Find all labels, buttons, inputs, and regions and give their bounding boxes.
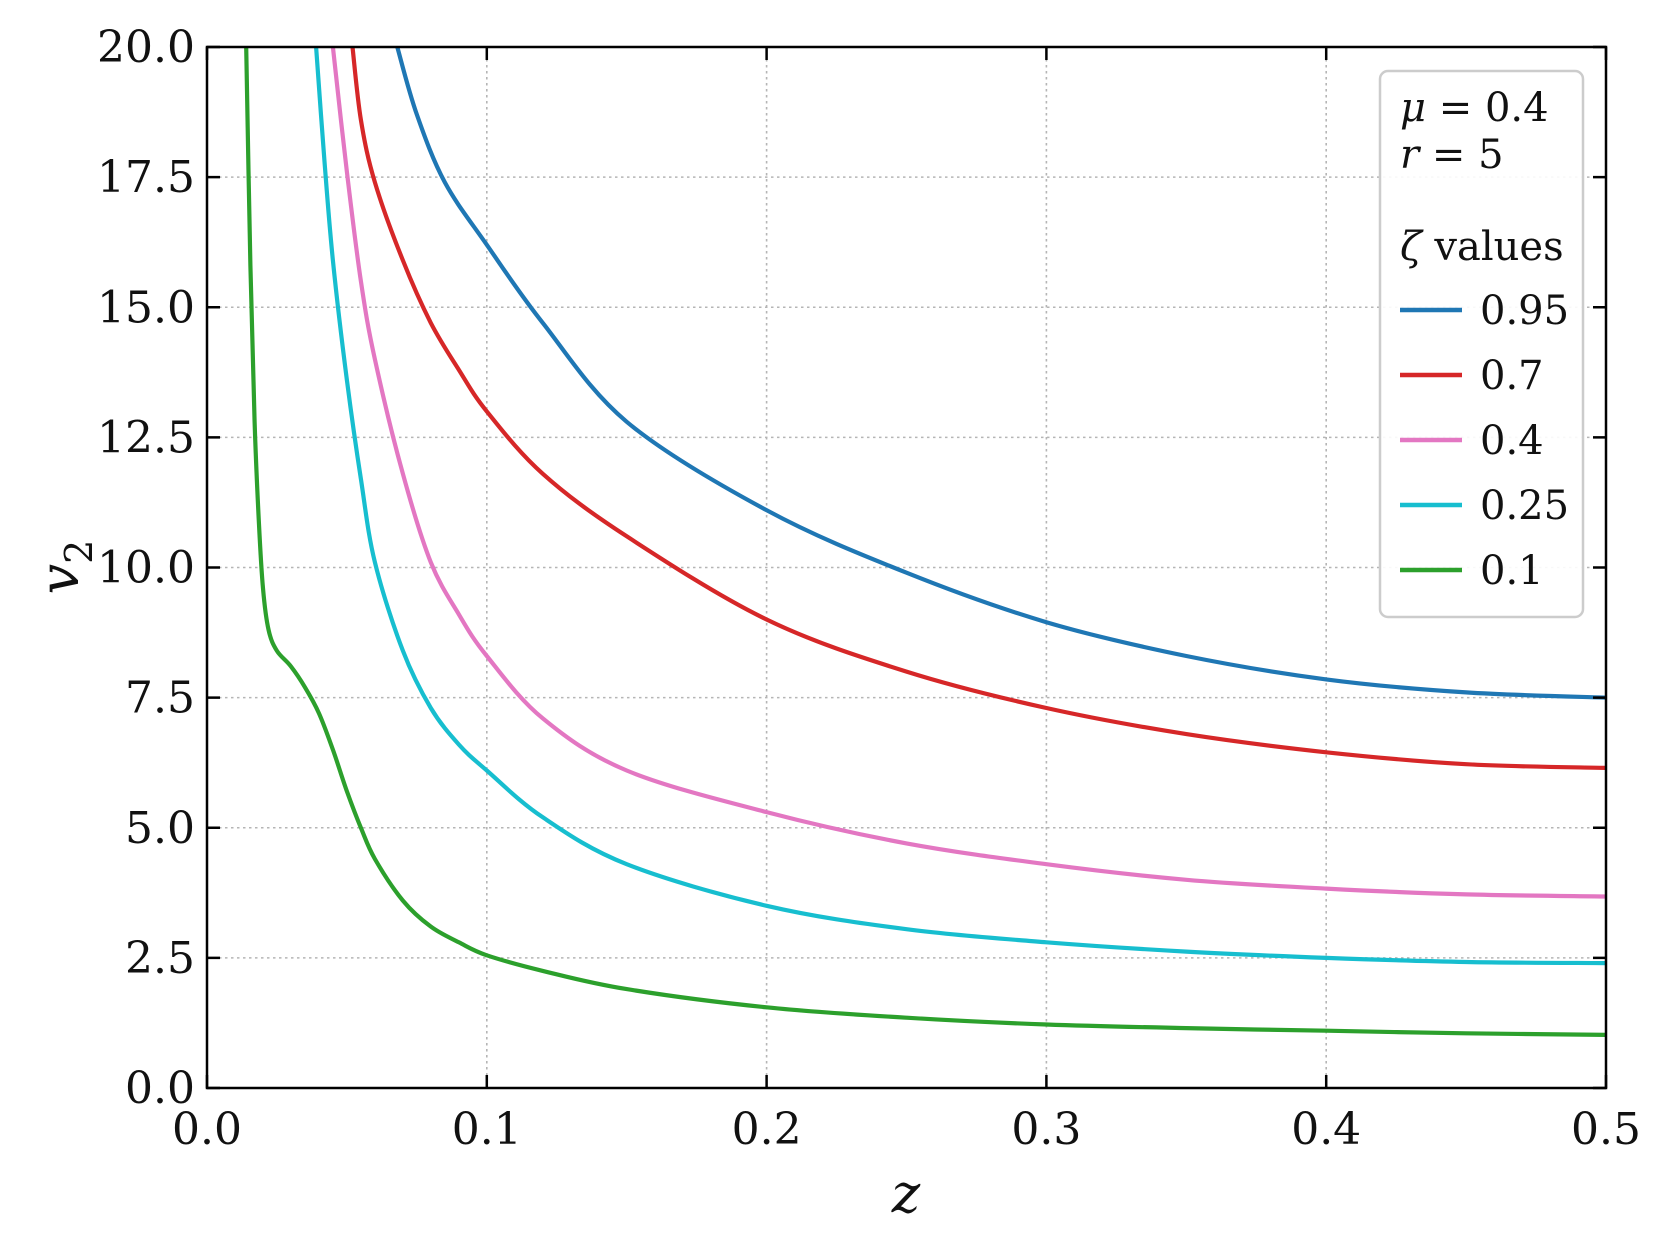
y-tick-label: 7.5	[125, 673, 195, 724]
legend-entry-label: 0.7	[1480, 353, 1544, 399]
y-tick-label: 17.5	[97, 152, 195, 203]
r-value: = 5	[1419, 132, 1503, 178]
svg-text:v2: v2	[28, 540, 101, 595]
y-axis-label: v2	[28, 540, 101, 595]
y-tick-label: 2.5	[125, 933, 195, 984]
series-line-zeta-0-25	[314, 46, 1607, 966]
y-tick-label: 5.0	[125, 803, 195, 854]
legend-mu-annotation: μ = 0.4	[1400, 85, 1549, 131]
y-axis-label-main: v	[28, 564, 91, 595]
x-axis-label: z	[891, 1162, 921, 1225]
tick-labels: 0.0 0.1 0.2 0.3 0.4 0.5 0.0 2.5 5.0 7.5 10.0 12.5 15…	[97, 22, 1641, 1155]
legend-entry-label: 0.25	[1480, 483, 1569, 529]
legend-r-annotation: r = 5	[1400, 132, 1504, 178]
y-tick-label: 15.0	[97, 282, 195, 333]
x-tick-label: 0.5	[1571, 1104, 1641, 1155]
series-line-zeta-0-95	[395, 46, 1607, 700]
legend-entries: 0.95 0.7 0.4 0.25 0.1	[1400, 288, 1569, 594]
series-layer	[244, 46, 1607, 1037]
y-tick-label: 10.0	[97, 543, 195, 594]
r-symbol: r	[1400, 132, 1422, 178]
y-tick-label: 20.0	[97, 22, 195, 73]
legend: μ = 0.4 r = 5 ζ values 0.95 0.7 0.4 0.25 0.1	[1378, 69, 1585, 619]
legend-entry-label: 0.4	[1480, 418, 1544, 464]
zeta-label: values	[1422, 224, 1564, 270]
legend-box	[1378, 69, 1585, 619]
y-axis-label-subscript: 2	[57, 540, 101, 564]
mu-value: = 0.4	[1426, 85, 1549, 131]
x-tick-label: 0.4	[1291, 1104, 1361, 1155]
mu-symbol: μ	[1400, 85, 1426, 131]
legend-entry-label: 0.1	[1480, 548, 1544, 594]
x-tick-label: 0.1	[452, 1104, 522, 1155]
series-line-zeta-0-4	[330, 46, 1607, 899]
y-tick-label: 12.5	[97, 412, 195, 463]
x-tick-label: 0.3	[1011, 1104, 1081, 1155]
legend-title: ζ values	[1400, 224, 1564, 270]
tick-marks	[205, 45, 1608, 1090]
x-tick-label: 0.0	[172, 1104, 242, 1155]
zeta-symbol: ζ	[1400, 224, 1424, 270]
series-line-zeta-0-7	[350, 46, 1607, 770]
x-tick-label: 0.2	[732, 1104, 802, 1155]
legend-entry-label: 0.95	[1480, 288, 1569, 334]
y-tick-label: 0.0	[125, 1063, 195, 1114]
series-line-zeta-0-1	[244, 46, 1607, 1037]
